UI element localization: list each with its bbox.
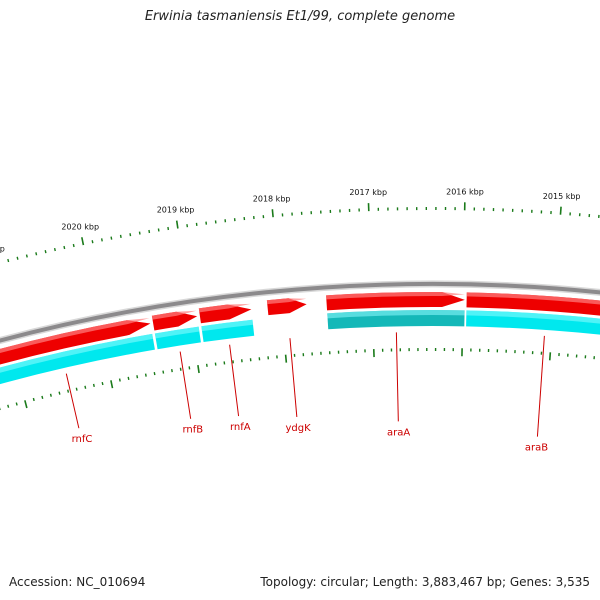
minor-tick <box>7 258 10 263</box>
scale-label: 2016 kbp <box>446 187 484 196</box>
gene-label-leader <box>536 335 545 437</box>
gene-label-rnfC: rnfC <box>72 434 93 445</box>
minor-tick <box>138 231 141 235</box>
major-tick <box>559 206 562 215</box>
gene-arrow-highlight <box>198 303 251 313</box>
gene-band-highlight <box>327 309 465 319</box>
minor-tick <box>119 234 122 238</box>
reverse-strand-genes <box>0 309 600 385</box>
gene-band-rnfC <box>0 333 155 385</box>
minor-tick <box>53 247 56 252</box>
gene-arrow-highlight <box>266 298 307 305</box>
minor-tick <box>41 395 44 399</box>
minor-tick <box>101 381 104 386</box>
gene-label-araA: araA <box>387 427 410 438</box>
genome-summary: Topology: circular; Length: 3,883,467 bp… <box>260 575 590 589</box>
minor-tick <box>32 397 35 402</box>
minor-tick <box>162 370 165 374</box>
minor-tick <box>49 393 52 397</box>
minor-tick <box>7 404 10 408</box>
major-tick <box>284 354 288 363</box>
major-tick <box>548 352 552 361</box>
scale-label: 2017 kbp <box>349 188 387 197</box>
accession-label: Accession: NC_010694 <box>9 575 146 589</box>
scale-label: 2015 kbp <box>543 192 581 201</box>
minor-tick <box>100 238 103 242</box>
gene-arrow-highlight <box>466 292 600 305</box>
gene-arrow-highlight <box>151 310 197 320</box>
outer-tick-ring <box>7 202 600 263</box>
gene-label-rnfB: rnfB <box>183 425 204 436</box>
scale-label: 2021 kbp <box>0 244 5 253</box>
genome-title: Erwinia tasmaniensis Et1/99, complete ge… <box>144 9 456 24</box>
gene-label-layer: rnfDrnfCrnfBrnfAydgKaraAaraB <box>65 332 548 454</box>
gene-label-leader <box>289 338 298 417</box>
minor-tick <box>67 389 70 393</box>
gene-label-leader <box>395 332 399 422</box>
gene-band-highlight <box>201 319 254 332</box>
gene-arrow-highlight <box>326 291 465 300</box>
minor-tick <box>15 402 18 406</box>
gene-label-araB: araB <box>525 443 548 454</box>
forward-strand-genes <box>0 291 600 365</box>
genome-backbone <box>0 282 600 343</box>
major-tick <box>197 364 200 374</box>
scale-label: 2020 kbp <box>61 222 99 231</box>
major-tick <box>271 209 274 218</box>
minor-tick <box>58 391 61 395</box>
inner-tick-ring <box>0 347 596 411</box>
major-tick <box>175 220 179 229</box>
minor-tick <box>16 256 19 260</box>
gene-label-leader <box>65 373 80 429</box>
minor-tick <box>91 240 94 244</box>
major-tick <box>81 237 85 246</box>
scale-label: 2019 kbp <box>157 206 195 215</box>
minor-tick <box>127 376 130 380</box>
major-tick <box>24 400 28 409</box>
gene-band-highlight <box>0 333 154 373</box>
minor-tick <box>110 236 113 240</box>
minor-tick <box>35 252 38 256</box>
minor-tick <box>144 373 147 377</box>
gene-band-highlight <box>154 326 200 339</box>
gene-label-ydgK: ydgK <box>285 423 311 434</box>
minor-tick <box>72 243 75 248</box>
minor-tick <box>129 233 132 237</box>
minor-tick <box>75 387 78 391</box>
minor-tick <box>92 383 95 387</box>
scale-label: 2018 kbp <box>253 194 291 203</box>
minor-tick <box>153 371 156 376</box>
gene-arrow-rnfC <box>0 320 151 365</box>
gene-label-rnfA: rnfA <box>230 422 251 433</box>
gene-label-leader <box>229 344 240 417</box>
minor-tick <box>63 245 66 250</box>
gene-label-leader <box>179 351 192 419</box>
minor-tick <box>44 250 47 254</box>
gene-band-highlight <box>466 310 600 324</box>
minor-tick <box>25 254 28 258</box>
minor-tick <box>84 385 87 389</box>
minor-tick <box>136 375 139 379</box>
gene-arrow-highlight <box>0 318 150 354</box>
minor-tick <box>118 378 121 382</box>
major-tick <box>110 380 114 389</box>
